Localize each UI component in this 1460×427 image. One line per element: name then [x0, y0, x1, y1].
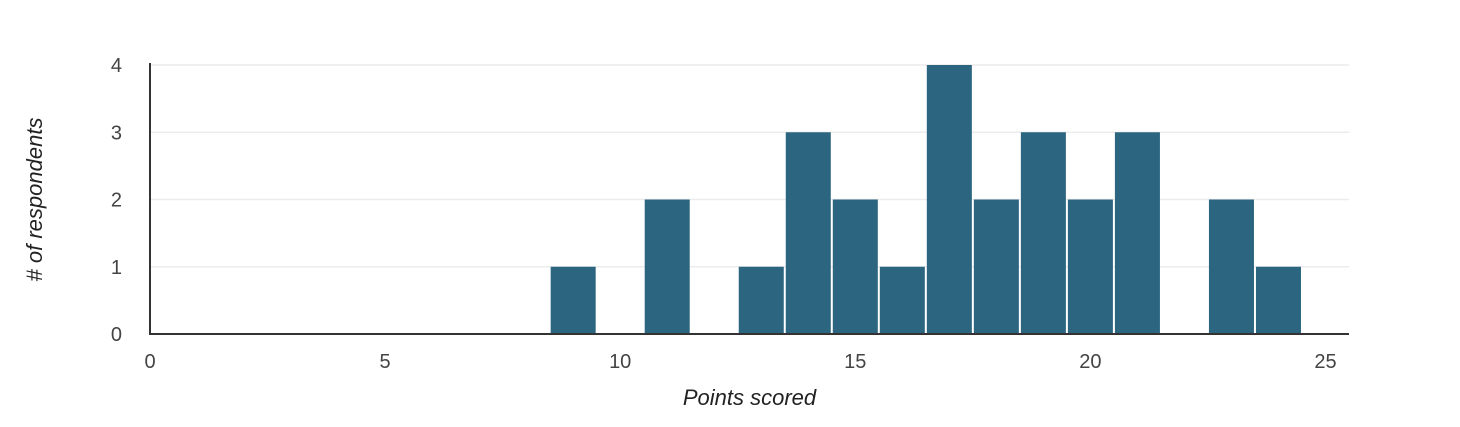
x-tick-label-0: 0 — [144, 351, 155, 373]
bar-17 — [926, 65, 972, 334]
y-tick-label-4: 4 — [111, 55, 122, 77]
axes — [149, 63, 1349, 335]
x-tick-label-15: 15 — [844, 351, 866, 373]
bar-14 — [785, 132, 831, 334]
x-axis-title: Points scored — [683, 385, 817, 410]
grid-lines — [150, 64, 1349, 268]
bar-20 — [1067, 199, 1113, 334]
bar-13 — [738, 266, 784, 334]
y-axis-title: # of respondents — [22, 118, 47, 282]
x-tick-label-20: 20 — [1079, 351, 1101, 373]
x-tick-labels: 0 5 10 15 20 25 — [144, 351, 1336, 373]
y-tick-label-0: 0 — [111, 324, 122, 346]
y-tick-labels: 0 1 2 3 4 — [111, 55, 122, 346]
bar-16 — [879, 266, 925, 334]
x-tick-label-10: 10 — [609, 351, 631, 373]
bar-18 — [973, 199, 1019, 334]
y-tick-label-1: 1 — [111, 257, 122, 279]
bar-23 — [1208, 199, 1254, 334]
y-tick-label-3: 3 — [111, 122, 122, 144]
y-tick-label-2: 2 — [111, 190, 122, 212]
bar-24 — [1255, 266, 1301, 334]
x-tick-label-5: 5 — [380, 351, 391, 373]
bars — [550, 65, 1301, 334]
bar-15 — [832, 199, 878, 334]
bar-19 — [1020, 132, 1066, 334]
bar-11 — [644, 199, 690, 334]
bar-9 — [550, 266, 596, 334]
bar-21 — [1114, 132, 1160, 334]
x-tick-label-25: 25 — [1314, 351, 1336, 373]
